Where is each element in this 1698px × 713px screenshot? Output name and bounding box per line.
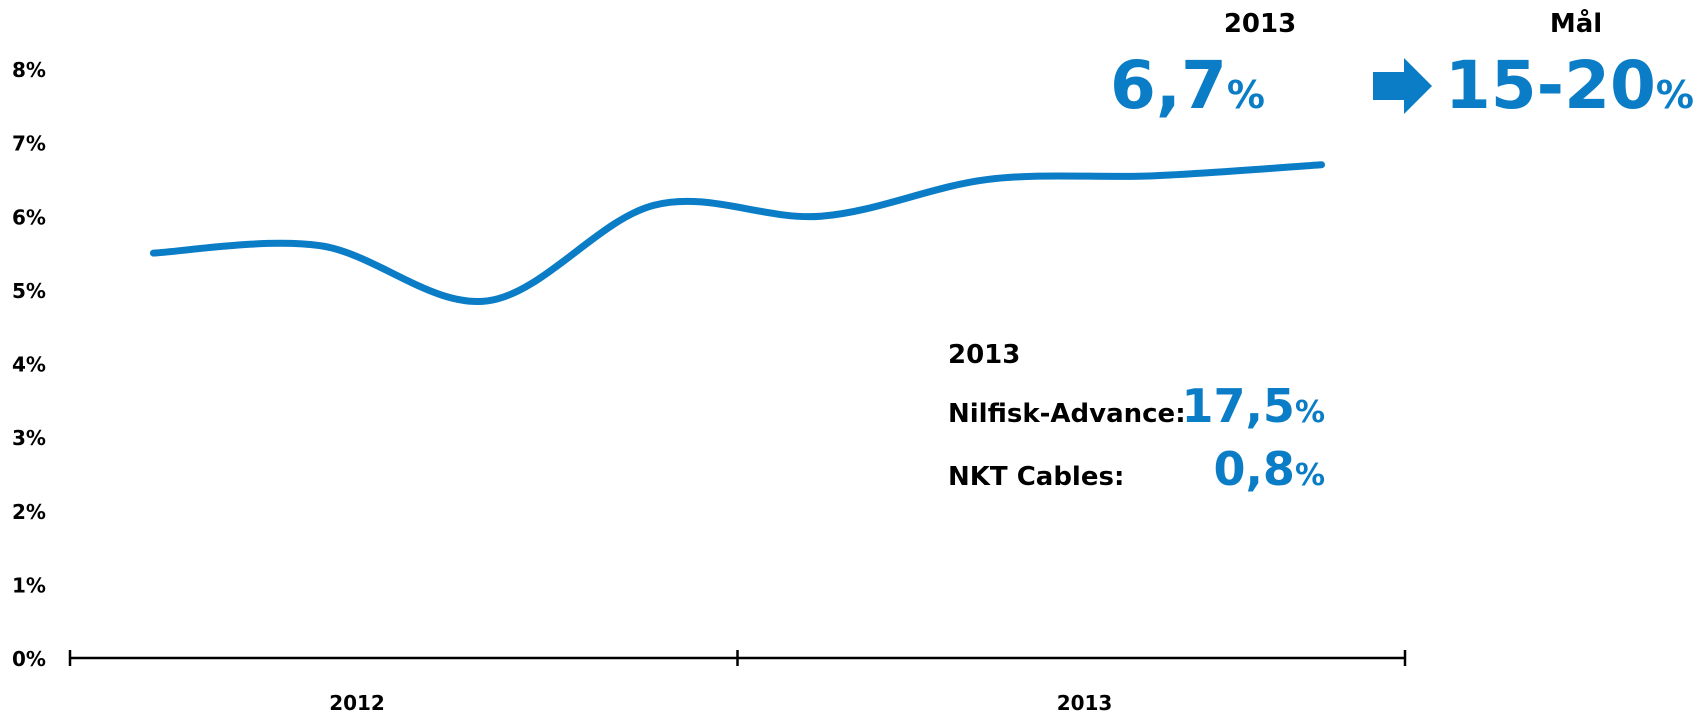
current-label: 2013 <box>1224 9 1296 39</box>
target-value: 15-20% <box>1445 47 1694 124</box>
y-tick-label: 5% <box>12 279 46 303</box>
breakdown-name: NKT Cables: <box>948 462 1124 492</box>
line-series <box>149 161 1326 305</box>
y-tick-label: 0% <box>12 647 46 671</box>
breakdown-name: Nilfisk-Advance: <box>948 399 1186 429</box>
x-group-label: 2012 <box>329 691 385 713</box>
arrow <box>1373 58 1432 114</box>
y-tick-label: 3% <box>12 426 46 450</box>
breakdown-unit: % <box>1295 395 1325 430</box>
breakdown-number: 0,8 <box>1213 442 1295 496</box>
plot: 0% 1% 2% 3% 4% 5% 6% 7% 8% 2012 2013 <box>12 58 1407 713</box>
breakdown-number: 17,5 <box>1181 379 1295 433</box>
current-value: 6,7% <box>1110 47 1265 124</box>
x-group-label: 2013 <box>1057 691 1113 713</box>
y-tick-label: 4% <box>12 353 46 377</box>
annotations: 2013 6,7% Mål 15-20% 2013 Nilfisk-Advanc… <box>948 7 1694 496</box>
breakdown-value: 17,5% <box>1181 379 1325 433</box>
y-tick-label: 1% <box>12 573 46 597</box>
y-tick-label: 8% <box>12 58 46 82</box>
current-unit: % <box>1227 73 1265 117</box>
breakdown-unit: % <box>1295 458 1325 493</box>
breakdown-title: 2013 <box>948 340 1020 370</box>
y-tick-label: 6% <box>12 205 46 229</box>
target-unit: % <box>1656 73 1694 117</box>
breakdown-value: 0,8% <box>1213 442 1325 496</box>
y-tick-label: 7% <box>12 132 46 156</box>
current-number: 6,7 <box>1110 47 1227 124</box>
target-number: 15-20 <box>1445 47 1656 124</box>
y-tick-label: 2% <box>12 500 46 524</box>
target-label: Mål <box>1550 7 1602 39</box>
